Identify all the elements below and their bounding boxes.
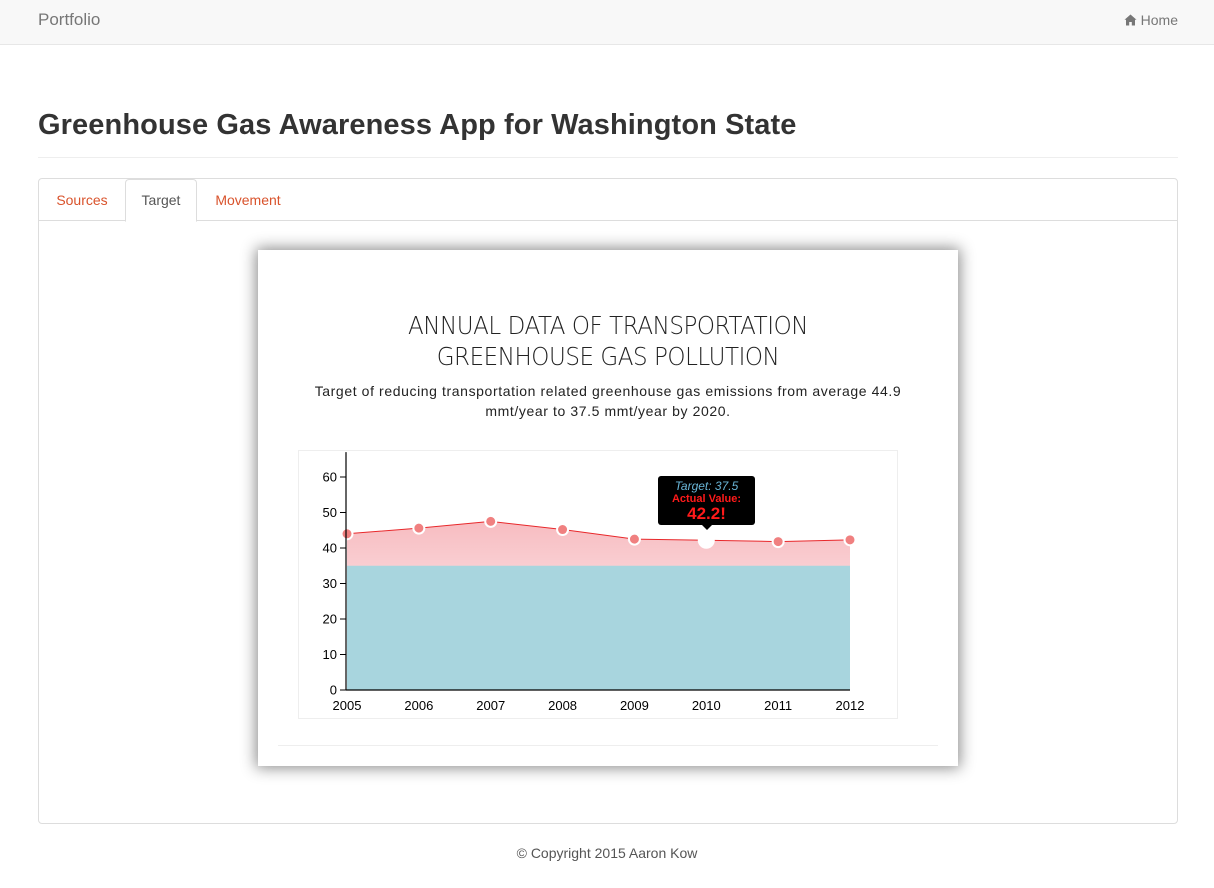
data-point <box>340 527 354 541</box>
chart-title-line-2: GREENHOUSE GAS POLLUTION <box>436 342 780 371</box>
plot-area: 0 10 20 30 40 50 60 2005 2006 2007 2008 2009 2010 201… <box>323 452 865 713</box>
x-tick-label: 2010 <box>692 698 721 713</box>
x-tick-label: 2005 <box>333 698 362 713</box>
tooltip-actual-label: Actual Value: <box>671 493 742 505</box>
navbar: Portfolio Home <box>0 0 1214 45</box>
home-icon <box>1124 14 1137 26</box>
y-tick-label: 50 <box>323 505 337 520</box>
y-tick-label: 10 <box>323 647 337 662</box>
x-tick-label: 2011 <box>764 698 792 713</box>
tooltip-target: Target: 37.5 <box>674 479 739 493</box>
data-point <box>412 521 426 535</box>
y-tick-label: 20 <box>323 612 337 627</box>
home-link[interactable]: Home <box>1124 12 1178 28</box>
chart-card: ANNUAL DATA OF TRANSPORTATION GREENHOUSE… <box>258 250 958 766</box>
data-point <box>627 532 641 546</box>
chart-title-line-1: ANNUAL DATA OF TRANSPORTATION <box>408 311 808 340</box>
x-tick-label: 2008 <box>548 698 577 713</box>
title-divider <box>38 157 1178 158</box>
value-tooltip: Target: 37.5 Actual Value: 42.2! <box>658 476 755 530</box>
x-tick-label: 2009 <box>620 698 649 713</box>
tab-panel: Sources Target Movement <box>38 178 1178 824</box>
target-area <box>347 565 850 690</box>
y-tick-label: 0 <box>330 683 337 698</box>
home-label: Home <box>1140 12 1178 28</box>
footer-copyright: © Copyright 2015 Aaron Kow <box>516 845 698 861</box>
x-tick-label: 2007 <box>476 698 505 713</box>
page-title: Greenhouse Gas Awareness App for Washing… <box>38 109 797 141</box>
data-point <box>556 523 570 537</box>
chart-subtitle: Target of reducing transportation relate… <box>314 383 902 419</box>
tabs-divider <box>39 220 1177 221</box>
data-point <box>843 533 857 547</box>
y-tick-label: 30 <box>323 576 337 591</box>
tab-movement[interactable]: Movement <box>215 192 281 208</box>
x-tick-label: 2006 <box>404 698 433 713</box>
tooltip-actual-value: 42.2! <box>687 504 726 523</box>
x-tick-label: 2012 <box>836 698 865 713</box>
tab-sources[interactable]: Sources <box>56 192 108 208</box>
card-divider <box>278 745 938 746</box>
data-point <box>697 531 715 549</box>
y-tick-label: 60 <box>323 470 337 485</box>
series-line <box>346 520 851 543</box>
tab-target[interactable]: Target <box>125 179 197 222</box>
chart-frame <box>298 450 898 719</box>
chart-title: ANNUAL DATA OF TRANSPORTATION GREENHOUSE… <box>286 310 930 372</box>
brand-link[interactable]: Portfolio <box>38 10 101 29</box>
data-point <box>771 535 785 549</box>
data-point <box>484 514 498 528</box>
y-tick-label: 40 <box>323 541 337 556</box>
area-chart: 0 10 20 30 40 50 60 2005 2006 2007 2008 2009 2010 201… <box>323 452 865 713</box>
